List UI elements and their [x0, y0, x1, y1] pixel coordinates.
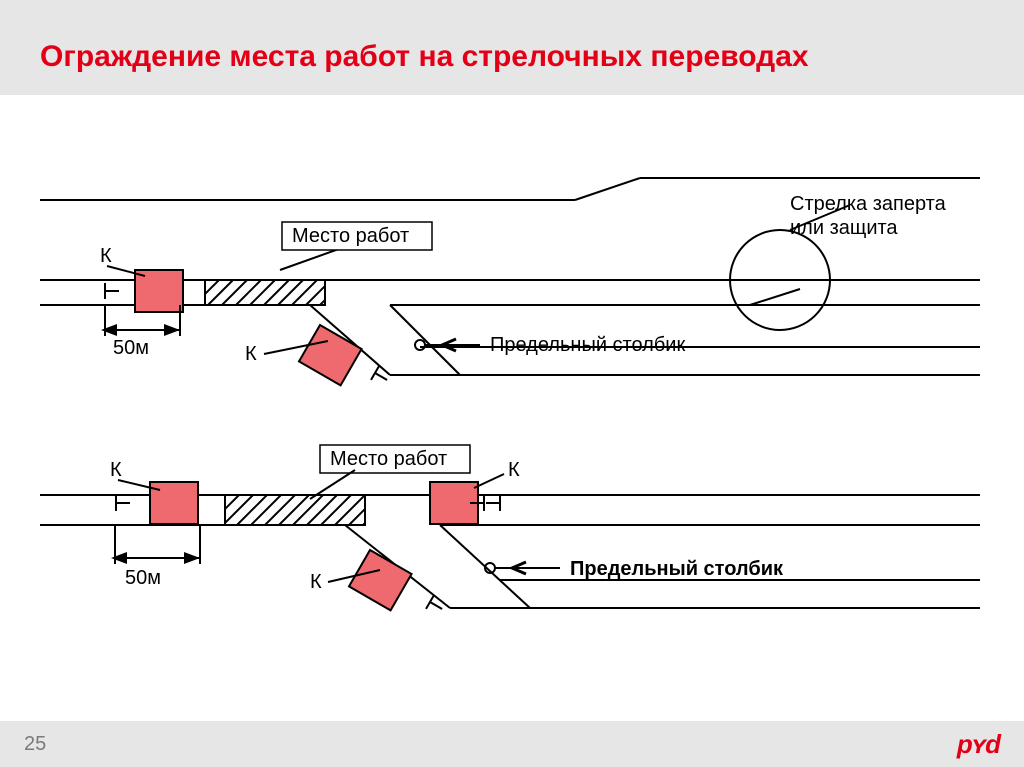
- svg-text:Стрелка запертаили защита: Стрелка запертаили защита: [790, 193, 947, 239]
- svg-text:К: К: [110, 459, 122, 481]
- svg-text:К: К: [310, 571, 322, 593]
- page-number: 25: [24, 733, 46, 756]
- svg-text:Место работ: Место работ: [330, 448, 447, 470]
- svg-text:Предельный столбик: Предельный столбик: [490, 334, 685, 356]
- svg-text:К: К: [100, 245, 112, 267]
- svg-text:Предельный столбик: Предельный столбик: [570, 558, 784, 580]
- svg-text:50м: 50м: [113, 337, 149, 359]
- footer-band: 25 pʏd: [0, 721, 1024, 767]
- rzd-logo-icon: pʏd: [957, 729, 1000, 760]
- svg-text:К: К: [508, 459, 520, 481]
- header-band: Ограждение места работ на стрелочных пер…: [0, 0, 1024, 95]
- svg-text:К: К: [245, 343, 257, 365]
- svg-text:Место работ: Место работ: [292, 225, 409, 247]
- diagram-svg: Стрелка запертаили защита Место работ К К 50…: [20, 170, 1004, 690]
- svg-text:50м: 50м: [125, 567, 161, 589]
- page-title: Ограждение места работ на стрелочных пер…: [40, 40, 984, 75]
- diagram-area: Стрелка запертаили защита Место работ К К 50…: [20, 170, 1004, 707]
